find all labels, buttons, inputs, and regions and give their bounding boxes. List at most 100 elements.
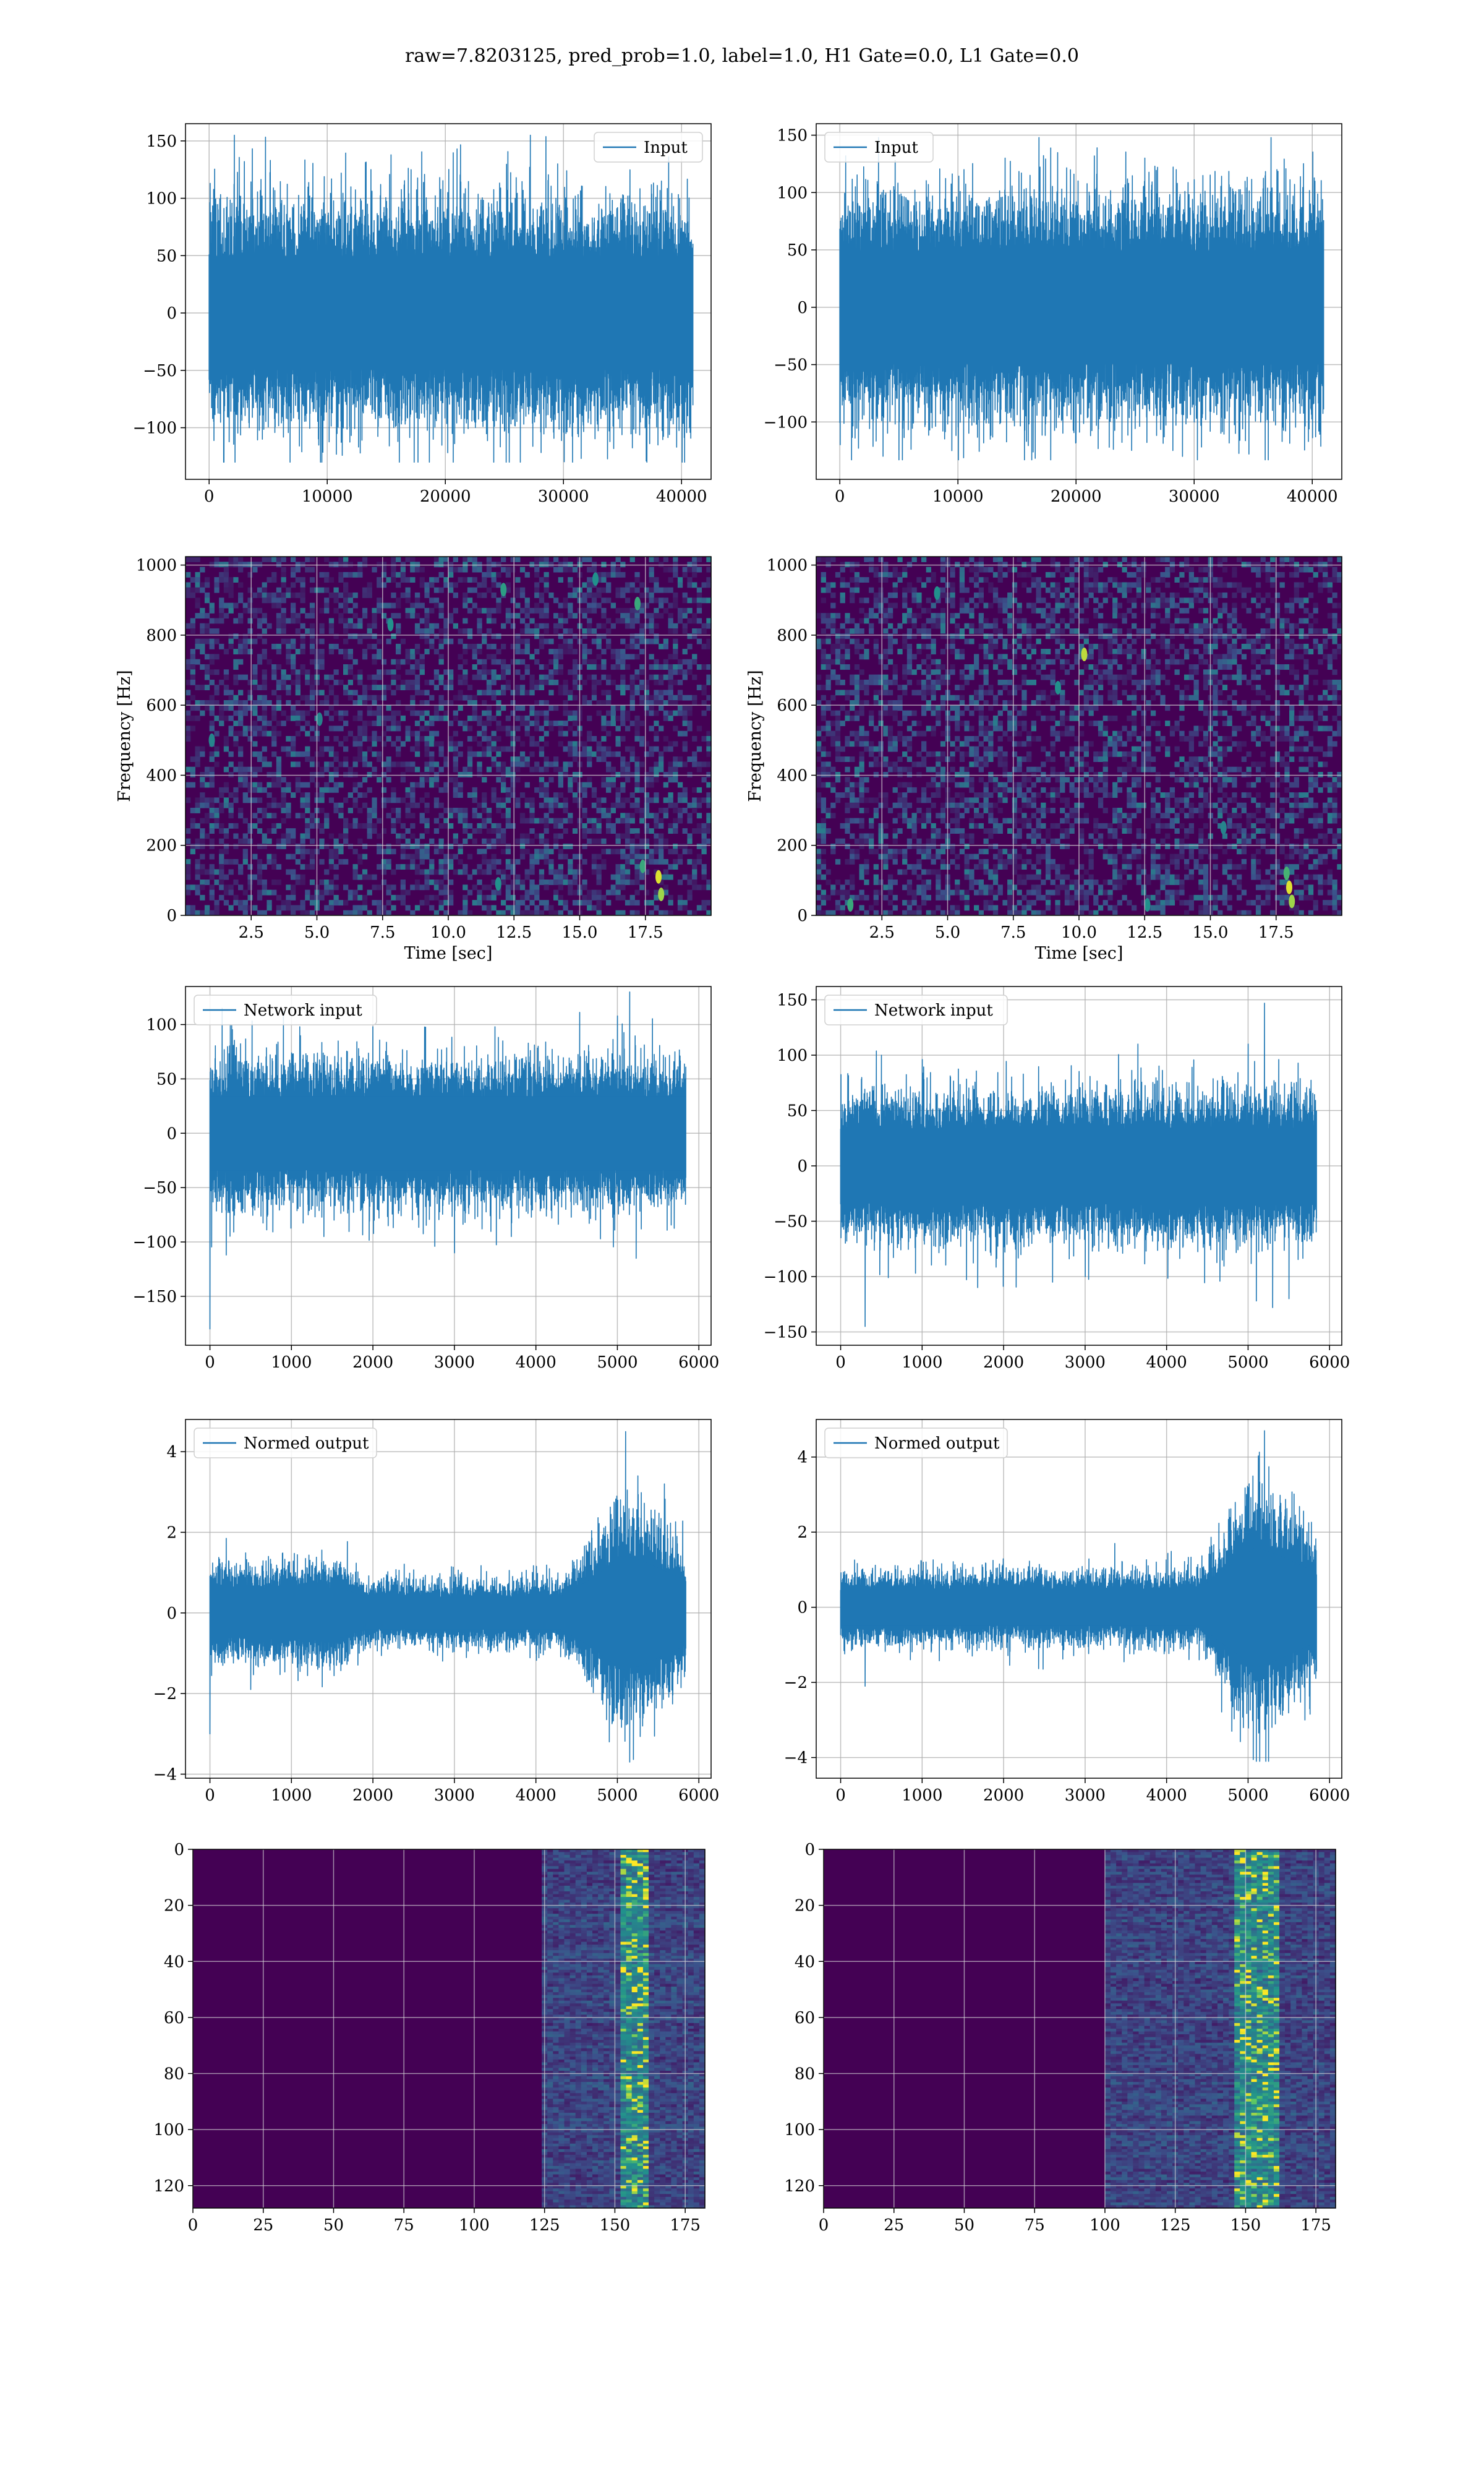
heatmap-cell: [520, 833, 525, 839]
heatmap-cell: [859, 864, 864, 870]
heatmap-cell: [563, 803, 568, 808]
heatmap-cell: [534, 761, 539, 767]
heatmap-cell: [950, 844, 955, 849]
heatmap-cell: [515, 588, 520, 593]
heatmap-cell: [620, 685, 625, 690]
heatmap-cell: [267, 792, 271, 798]
heatmap-cell: [974, 751, 979, 757]
heatmap-cell: [692, 572, 697, 578]
heatmap-cell: [974, 880, 979, 885]
heatmap-cell: [869, 623, 874, 629]
heatmap-cell: [448, 613, 453, 618]
heatmap-cell: [482, 669, 487, 675]
heatmap-cell: [539, 680, 544, 685]
heatmap-cell: [396, 572, 401, 578]
heatmap-cell: [597, 633, 602, 639]
heatmap-cell: [281, 839, 286, 844]
heatmap-cell: [534, 557, 539, 562]
heatmap-cell: [338, 761, 343, 767]
heatmap-cell: [984, 747, 989, 752]
heatmap-cell: [573, 675, 578, 680]
heatmap-cell: [233, 557, 238, 562]
heatmap-cell: [301, 711, 305, 716]
heatmap-cell: [520, 884, 525, 890]
heatmap-cell: [940, 895, 945, 901]
heatmap-cell: [329, 649, 334, 654]
heatmap-cell: [888, 767, 893, 773]
heatmap-cell: [859, 577, 864, 583]
heatmap-cell: [439, 864, 444, 870]
heatmap-cell: [276, 905, 281, 910]
heatmap-cell: [448, 741, 453, 747]
heatmap-cell: [893, 741, 898, 747]
heatmap-cell: [238, 747, 243, 752]
heatmap-cell: [434, 895, 439, 901]
heatmap-cell: [281, 669, 286, 675]
heatmap-cell: [482, 664, 487, 670]
heatmap-cell: [649, 675, 654, 680]
heatmap-cell: [960, 792, 965, 798]
heatmap-cell: [692, 613, 697, 618]
heatmap-cell: [883, 859, 888, 865]
heatmap-cell: [702, 623, 707, 629]
heatmap-cell: [601, 623, 606, 629]
heatmap-cell: [372, 900, 377, 905]
heatmap-cell: [301, 833, 305, 839]
heatmap-cell: [424, 884, 429, 890]
heatmap-cell: [835, 675, 840, 680]
heatmap-cell: [850, 628, 855, 634]
heatmap-cell: [926, 782, 931, 788]
heatmap-cell: [252, 854, 257, 860]
heatmap-cell: [267, 900, 271, 905]
heatmap-cell: [467, 588, 472, 593]
heatmap-cell: [993, 787, 998, 793]
heatmap-cell: [482, 818, 487, 824]
heatmap-cell: [439, 572, 444, 578]
heatmap-cell: [931, 767, 936, 773]
heatmap-cell: [391, 869, 396, 875]
heatmap-cell: [477, 900, 482, 905]
heatmap-cell: [252, 782, 257, 788]
heatmap-cell: [974, 905, 979, 910]
heatmap-cell: [821, 818, 826, 824]
heatmap-cell: [597, 839, 602, 844]
heatmap-cell: [329, 772, 334, 777]
heatmap-cell: [553, 818, 558, 824]
heatmap-cell: [338, 572, 343, 578]
heatmap-cell: [219, 705, 224, 711]
heatmap-cell: [319, 880, 324, 885]
heatmap-cell: [463, 577, 467, 583]
heatmap-cell: [587, 839, 592, 844]
heatmap-cell: [592, 695, 597, 701]
heatmap-cell: [477, 669, 482, 675]
heatmap-cell: [869, 849, 874, 854]
heatmap-cell: [319, 797, 324, 803]
heatmap-cell: [458, 654, 463, 659]
heatmap-cell: [529, 628, 534, 634]
heatmap-cell: [969, 869, 974, 875]
heatmap-cell: [281, 577, 286, 583]
heatmap-cell: [568, 582, 573, 588]
heatmap-cell: [271, 782, 276, 788]
heatmap-cell: [553, 823, 558, 829]
heatmap-cell: [668, 767, 673, 773]
heatmap-cell: [654, 588, 659, 593]
heatmap-cell: [597, 818, 602, 824]
heatmap-cell: [195, 716, 200, 721]
heatmap-cell: [639, 593, 644, 598]
heatmap-cell: [620, 711, 625, 716]
heatmap-cell: [219, 562, 224, 567]
heatmap-cell: [649, 777, 654, 782]
heatmap-cell: [410, 680, 415, 685]
heatmap-cell: [544, 803, 549, 808]
heatmap-cell: [897, 849, 902, 854]
heatmap-cell: [520, 659, 525, 665]
heatmap-cell: [1002, 849, 1007, 854]
heatmap-cell: [424, 828, 429, 834]
heatmap-cell: [200, 747, 205, 752]
heatmap-cell: [558, 562, 563, 567]
heatmap-cell: [687, 818, 692, 824]
heatmap-cell: [630, 849, 635, 854]
heatmap-cell: [424, 690, 429, 695]
heatmap-cell: [219, 613, 224, 618]
